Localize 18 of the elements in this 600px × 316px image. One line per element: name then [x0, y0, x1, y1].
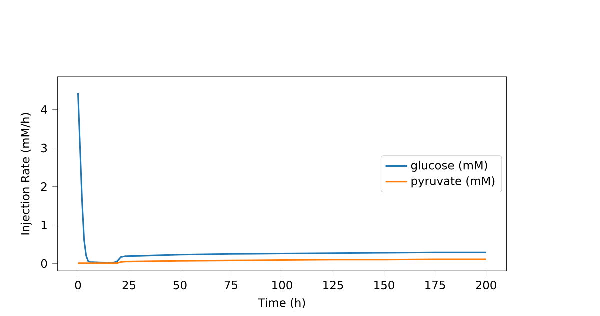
y-tick-label: 4 — [41, 105, 48, 114]
legend-label: glucose (mM) — [411, 160, 488, 172]
x-tick-label: 200 — [476, 280, 496, 290]
x-tick-label: 175 — [426, 280, 446, 290]
x-tick-label: 150 — [374, 280, 394, 290]
x-tick-label: 100 — [272, 280, 292, 290]
y-tick-label: 0 — [41, 259, 48, 268]
x-tick-label: 75 — [224, 280, 238, 290]
legend-label: pyruvate (mM) — [412, 176, 495, 188]
x-tick-label: 25 — [122, 280, 136, 290]
x-axis-title: Time (h) — [258, 298, 306, 308]
y-tick-label: 2 — [41, 182, 47, 191]
x-tick-label: 50 — [174, 280, 187, 290]
x-tick-label: 0 — [75, 280, 82, 290]
y-tick-label: 1 — [42, 220, 47, 230]
y-tick-label: 3 — [42, 144, 48, 152]
x-tick-label: 125 — [324, 280, 344, 290]
y-axis-title: Injection Rate (mM/h) — [20, 113, 32, 235]
